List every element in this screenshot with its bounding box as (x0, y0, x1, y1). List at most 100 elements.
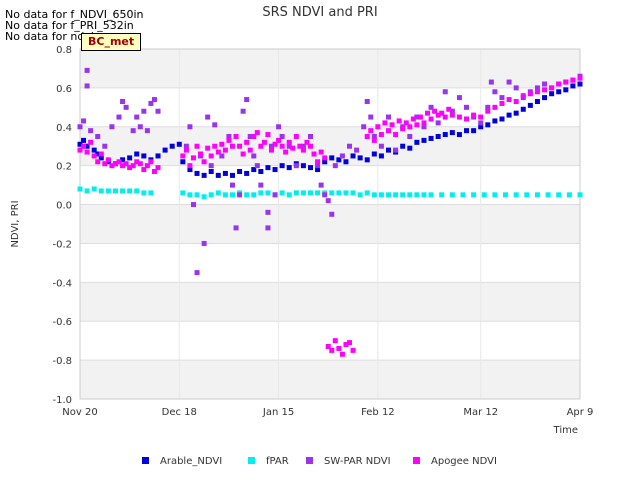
data-point-3 (542, 87, 548, 93)
data-point-2 (84, 83, 90, 89)
data-point-2 (386, 114, 392, 120)
data-point-3 (247, 147, 253, 153)
data-point-2 (254, 163, 260, 169)
data-point-0 (506, 112, 512, 118)
data-point-0 (421, 137, 427, 143)
data-point-2 (120, 99, 126, 104)
data-point-0 (141, 153, 147, 159)
data-point-1 (105, 188, 111, 194)
data-point-1 (98, 188, 104, 194)
data-point-2 (141, 108, 147, 114)
legend-label: fPAR (266, 456, 289, 467)
data-point-3 (393, 132, 399, 138)
data-point-0 (286, 165, 292, 171)
data-point-3 (240, 151, 246, 157)
y-tick-label: 0.4 (56, 123, 72, 134)
data-point-3 (318, 149, 324, 155)
data-point-0 (322, 159, 328, 165)
data-point-2 (407, 134, 413, 139)
data-point-3 (187, 163, 193, 169)
data-point-3 (435, 112, 441, 118)
data-point-3 (109, 163, 115, 169)
data-point-2 (265, 209, 271, 215)
data-point-3 (102, 161, 108, 167)
data-point-1 (534, 192, 540, 198)
grid-band (80, 282, 580, 322)
data-point-2 (364, 99, 370, 104)
data-point-3 (244, 139, 250, 145)
data-point-1 (141, 190, 147, 196)
x-tick-label: Apr 9 (567, 407, 594, 418)
data-point-1 (428, 192, 434, 198)
data-point-3 (290, 145, 296, 151)
data-point-2 (368, 114, 374, 120)
data-point-2 (325, 198, 331, 204)
data-point-1 (386, 192, 392, 198)
data-point-0 (336, 157, 342, 163)
data-point-3 (155, 165, 161, 171)
data-point-0 (428, 135, 434, 141)
data-point-0 (300, 163, 306, 169)
data-point-3 (261, 139, 267, 145)
data-point-3 (513, 99, 519, 104)
data-point-0 (478, 124, 484, 130)
data-point-1 (120, 188, 126, 194)
data-point-3 (276, 137, 282, 143)
data-point-3 (396, 118, 402, 124)
data-point-2 (81, 118, 87, 124)
data-point-3 (293, 134, 299, 139)
data-point-3 (322, 155, 328, 161)
data-point-3 (417, 114, 423, 120)
data-point-2 (435, 120, 441, 126)
data-point-0 (307, 165, 313, 171)
data-point-2 (478, 120, 484, 126)
data-point-2 (151, 97, 157, 103)
data-point-3 (222, 147, 228, 153)
data-point-2 (123, 104, 129, 110)
data-point-3 (371, 137, 377, 143)
data-point-2 (240, 108, 246, 114)
data-point-2 (194, 270, 200, 276)
data-point-1 (279, 190, 285, 196)
data-point-3 (112, 161, 118, 167)
data-point-3 (485, 108, 491, 114)
data-point-0 (357, 155, 363, 161)
data-point-2 (190, 202, 196, 208)
data-point-3 (141, 167, 147, 173)
data-point-3 (237, 143, 243, 149)
data-point-1 (244, 192, 250, 198)
data-point-3 (389, 122, 395, 128)
data-point-1 (180, 190, 186, 196)
data-point-2 (233, 225, 239, 231)
data-point-1 (556, 192, 562, 198)
data-point-3 (549, 85, 555, 91)
data-point-0 (120, 157, 126, 163)
data-point-2 (300, 143, 306, 149)
plot-frame (79, 48, 581, 400)
data-point-3 (279, 143, 285, 149)
data-point-1 (265, 190, 271, 196)
data-point-2 (361, 124, 367, 130)
data-point-2 (84, 67, 90, 73)
data-point-0 (215, 172, 221, 178)
data-point-0 (492, 118, 498, 124)
data-point-0 (471, 128, 477, 134)
data-point-0 (134, 151, 140, 157)
data-point-2 (347, 143, 353, 149)
data-point-0 (386, 147, 392, 153)
data-point-0 (208, 169, 214, 174)
data-point-2 (116, 114, 122, 120)
data-point-2 (378, 143, 384, 149)
data-point-2 (201, 240, 207, 246)
data-point-1 (187, 192, 193, 198)
data-point-3 (229, 143, 235, 149)
data-point-3 (95, 159, 101, 165)
data-point-3 (499, 100, 505, 106)
data-point-0 (343, 159, 349, 165)
data-point-1 (148, 190, 154, 196)
data-point-0 (279, 163, 285, 169)
data-point-3 (201, 159, 207, 165)
data-point-2 (354, 147, 360, 153)
data-point-3 (325, 344, 331, 349)
data-point-3 (449, 112, 455, 118)
